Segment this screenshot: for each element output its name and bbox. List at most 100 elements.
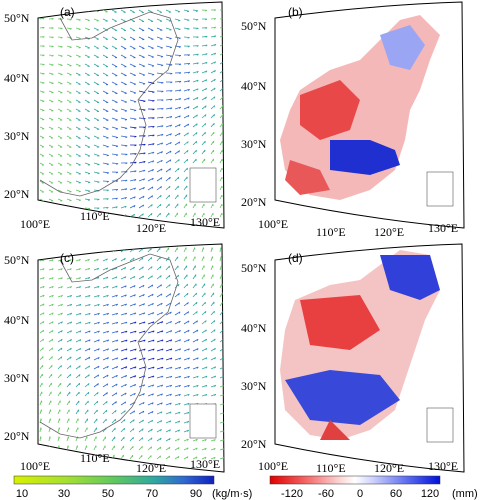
- wind-vector-arrowhead: [133, 213, 136, 217]
- wind-vector-arrowhead: [115, 137, 118, 139]
- wind-vector-arrowhead: [70, 312, 73, 315]
- wind-vector-arrowhead: [97, 330, 100, 333]
- wind-vector-arrow: [120, 383, 127, 388]
- wind-vector-arrowhead: [79, 348, 82, 351]
- wind-vector-arrowhead: [161, 348, 164, 351]
- wind-vector-arrowhead: [160, 159, 163, 163]
- wind-vector-arrow: [138, 27, 145, 31]
- wind-vector-arrowhead: [187, 320, 190, 323]
- wind-vector-arrow: [120, 81, 127, 85]
- wind-vector-arrowhead: [42, 286, 45, 289]
- wind-vector-arrowhead: [70, 304, 73, 307]
- wind-vector-arrow: [183, 320, 190, 325]
- wind-vector-arrow: [192, 114, 198, 119]
- wind-vector-arrowhead: [161, 321, 164, 324]
- wind-vector-arrow: [129, 312, 137, 316]
- wind-vector-arrowhead: [222, 448, 224, 451]
- wind-vector-arrow: [165, 203, 170, 209]
- wind-vector-arrow: [192, 338, 199, 343]
- wind-vector-arrow: [138, 266, 144, 271]
- wind-vector-arrow: [129, 266, 135, 271]
- wind-vector-arrow: [75, 312, 82, 316]
- wind-vector-arrow: [210, 329, 216, 334]
- wind-vector-arrow: [120, 285, 127, 289]
- wind-vector-arrow: [192, 320, 198, 325]
- wind-vector-arrowhead: [186, 158, 189, 162]
- wind-vector-arrow: [102, 258, 108, 262]
- wind-vector-arrowhead: [169, 293, 172, 296]
- wind-vector-arrow: [111, 321, 119, 325]
- wind-vector-arrow: [147, 393, 154, 397]
- wind-vector-arrow: [174, 132, 181, 137]
- wind-vector-arrowhead: [169, 393, 172, 396]
- wind-vector-arrow: [84, 286, 91, 289]
- wind-vector-arrow: [120, 18, 126, 22]
- wind-vector-arrow: [147, 384, 154, 388]
- wind-vector-arrow: [165, 54, 173, 57]
- wind-vector-arrow: [48, 250, 54, 253]
- wind-vector-arrowhead: [187, 403, 190, 406]
- wind-vector-arrow: [66, 99, 72, 103]
- wind-vector-arrowhead: [161, 64, 164, 67]
- wind-vector-arrowhead: [214, 384, 217, 387]
- wind-vector-arrow: [129, 366, 137, 370]
- wind-vector-arrowhead: [160, 168, 163, 171]
- wind-vector-arrowhead: [124, 285, 127, 288]
- wind-vector-arrow: [147, 293, 154, 298]
- wind-vector-arrow: [120, 135, 128, 138]
- wind-vector-arrow: [147, 321, 155, 325]
- wind-vector-arrowhead: [143, 169, 146, 172]
- wind-vector-arrowhead: [213, 105, 216, 108]
- wind-vector-arrowhead: [97, 321, 100, 324]
- wind-vector-arrowhead: [88, 356, 91, 360]
- wind-vector-arrowhead: [124, 410, 126, 413]
- wind-vector-arrowhead: [115, 189, 119, 191]
- wind-vector-arrowhead: [76, 454, 78, 457]
- lon-label-a-120: 120°E: [136, 221, 166, 235]
- wind-vector-arrow: [156, 393, 163, 397]
- wind-vector-arrow: [129, 36, 136, 41]
- wind-vector-arrow: [201, 140, 206, 146]
- wind-vector-arrow: [165, 311, 172, 316]
- panel-b-wet-core: [330, 140, 400, 175]
- colorbar-wind-bar: [13, 475, 215, 485]
- wind-vector-arrow: [129, 45, 136, 50]
- wind-vector-arrow: [84, 374, 90, 379]
- wind-vector-arrowhead: [42, 312, 45, 315]
- wind-vector-arrowhead: [177, 176, 180, 180]
- wind-vector-arrow: [156, 194, 162, 200]
- wind-vector-arrowhead: [195, 10, 199, 12]
- wind-vector-arrow: [210, 310, 215, 316]
- wind-vector-arrow: [192, 71, 199, 74]
- wind-vector-arrow: [174, 339, 181, 343]
- wind-vector-arrow: [156, 116, 164, 119]
- wind-vector-arrow: [156, 348, 164, 352]
- wind-vector-arrowhead: [196, 329, 199, 332]
- wind-vector-arrowhead: [169, 311, 172, 314]
- wind-vector-arrow: [174, 54, 181, 56]
- wind-vector-arrow: [84, 356, 91, 361]
- wind-vector-arrowhead: [97, 374, 100, 377]
- wind-vector-arrowhead: [60, 312, 63, 315]
- wind-vector-arrowhead: [106, 258, 108, 261]
- wind-vector-arrowhead: [97, 172, 100, 175]
- wind-vector-arrowhead: [186, 283, 188, 287]
- wind-vector-arrowhead: [97, 277, 100, 279]
- wind-vector-arrowhead: [60, 259, 63, 262]
- wind-vector-arrow: [201, 384, 208, 388]
- wind-vector-arrowhead: [97, 304, 100, 307]
- wind-vector-arrow: [147, 257, 152, 262]
- wind-vector-arrow: [66, 321, 72, 325]
- wind-vector-arrowhead: [205, 18, 208, 21]
- lon-label-b-100: 100°E: [258, 217, 288, 231]
- wind-vector-arrow: [75, 418, 79, 424]
- wind-vector-arrowhead: [170, 73, 173, 75]
- wind-vector-arrow: [138, 54, 145, 58]
- wind-vector-arrow: [111, 45, 118, 50]
- wind-vector-arrowhead: [134, 136, 137, 138]
- lat-label-d-30: 30°N: [241, 379, 267, 393]
- colorbar-wind-tick-4: 90: [190, 488, 202, 500]
- wind-vector-arrow: [75, 249, 81, 253]
- wind-vector-arrow: [147, 72, 155, 75]
